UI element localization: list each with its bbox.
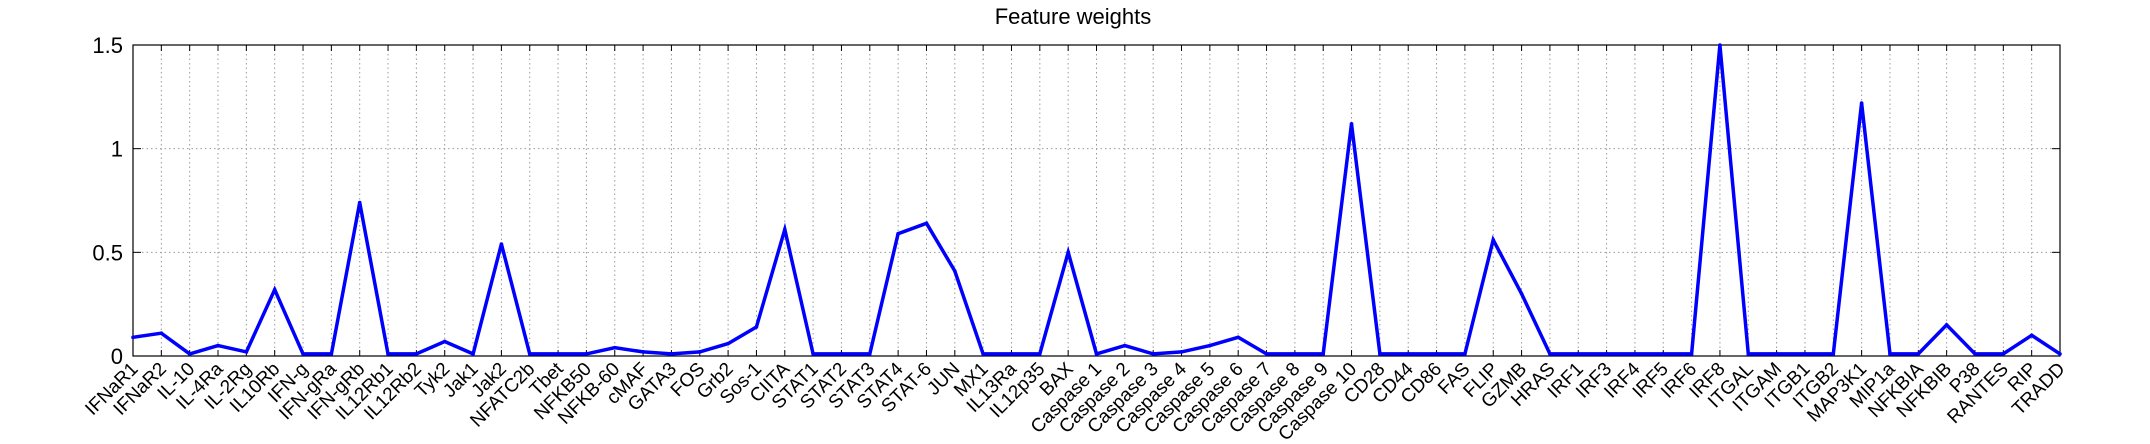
data-point: [301, 352, 305, 356]
data-point: [1293, 352, 1297, 356]
data-point: [896, 231, 900, 236]
data-point: [1208, 343, 1212, 348]
data-point: [1123, 343, 1127, 348]
data-point: [1973, 352, 1977, 356]
data-point: [1406, 352, 1411, 356]
data-point: [244, 350, 249, 354]
data-point: [1463, 352, 1467, 356]
data-point: [697, 350, 702, 354]
data-point: [1179, 350, 1184, 354]
data-point: [556, 352, 560, 356]
data-point: [1661, 352, 1666, 356]
data-point: [1689, 352, 1694, 356]
data-point: [1859, 101, 1864, 105]
data-point: [272, 287, 277, 292]
data-point: [1519, 292, 1524, 296]
data-point: [471, 352, 475, 356]
data-point: [1746, 352, 1751, 356]
y-tick-label: 1: [111, 137, 123, 162]
data-point: [726, 341, 730, 346]
data-point: [1378, 352, 1382, 356]
data-point: [1831, 352, 1836, 356]
data-point: [442, 339, 447, 344]
grid-lines: [133, 45, 2060, 356]
data-point: [414, 352, 419, 356]
data-point: [584, 352, 589, 356]
y-tick-label: 0.5: [92, 240, 123, 265]
data-point: [187, 352, 192, 356]
data-point: [1151, 352, 1155, 356]
data-point: [1888, 352, 1892, 356]
data-point: [641, 350, 645, 354]
data-point: [357, 200, 362, 205]
data-point: [669, 352, 674, 356]
y-tick-label: 0: [111, 344, 123, 369]
data-point: [1066, 250, 1070, 255]
data-point: [2001, 352, 2006, 356]
data-point: [924, 221, 929, 226]
data-point: [2029, 333, 2034, 338]
x-axis-ticks: IFNaR1IFNaR2IL-10IL-4RaIL-2RgIL10RbIFN-g…: [81, 45, 2070, 444]
data-point: [1916, 352, 1921, 356]
data-point: [1576, 352, 1581, 356]
data-point: [1803, 352, 1807, 356]
data-point: [1633, 352, 1637, 356]
data-point: [1236, 335, 1240, 340]
data-point: [329, 352, 334, 356]
data-point: [1349, 121, 1354, 126]
data-point: [1094, 352, 1099, 356]
data-point: [981, 352, 985, 356]
y-axis-ticks: 0 0.5 1 1.5: [92, 33, 2060, 369]
data-point: [1321, 352, 1326, 356]
data-point: [216, 343, 220, 348]
data-point: [1774, 352, 1779, 356]
data-point: [386, 352, 390, 356]
data-point: [527, 352, 532, 356]
data-point: [1434, 352, 1439, 356]
data-point: [782, 227, 787, 232]
plot-frame: [132, 44, 2061, 357]
data-point: [1264, 352, 1269, 356]
data-point: [1038, 352, 1042, 356]
data-point: [1491, 238, 1496, 242]
data-point: [2058, 352, 2062, 356]
data-point: [159, 331, 164, 335]
data-point: [754, 325, 759, 329]
data-point: [811, 352, 815, 356]
data-point: [1944, 323, 1949, 327]
data-point: [1604, 352, 1609, 356]
data-point: [1548, 352, 1552, 356]
chart-title: Feature weights: [995, 4, 1152, 29]
y-tick-label: 1.5: [92, 33, 123, 58]
data-point: [1718, 43, 1722, 47]
series-layer: [131, 43, 2062, 357]
data-point: [131, 335, 135, 340]
data-point: [612, 345, 617, 350]
data-point: [867, 352, 872, 356]
data-point: [953, 269, 957, 273]
data-point: [1009, 352, 1014, 356]
data-point: [839, 352, 844, 356]
data-point: [499, 242, 504, 246]
